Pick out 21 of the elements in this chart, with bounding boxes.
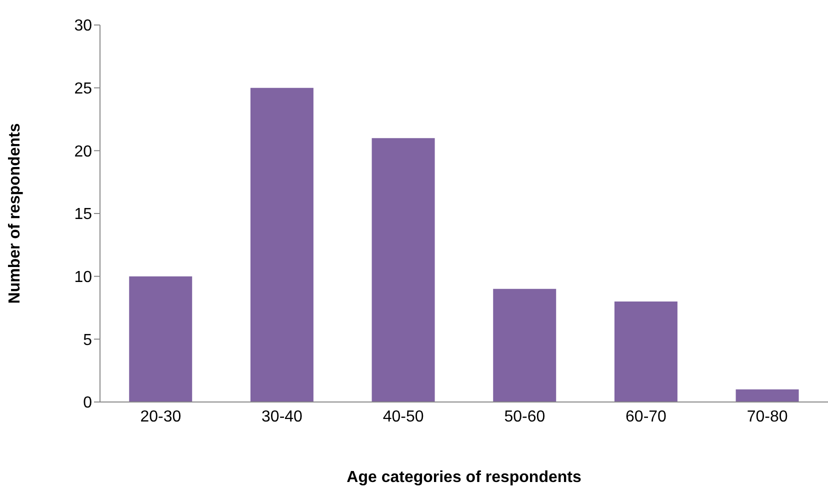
bar [372, 138, 435, 402]
y-tick-label: 0 [83, 394, 92, 412]
y-tick-label: 25 [74, 80, 92, 98]
y-tick-label: 5 [83, 332, 92, 349]
x-tick-label: 30-40 [262, 408, 303, 426]
bar [614, 301, 678, 402]
x-tick-label: 60-70 [626, 408, 667, 426]
x-tick-label: 50-60 [504, 408, 546, 426]
x-tick-label: 70-80 [746, 408, 788, 426]
bar [250, 88, 314, 402]
y-axis-title: Number of respondents [6, 123, 24, 304]
bar [736, 389, 799, 402]
y-tick-label: 10 [74, 269, 92, 286]
bar [493, 288, 556, 402]
x-tick-label: 40-50 [382, 408, 424, 426]
x-axis-title: Age categories of respondents [346, 469, 582, 486]
y-tick-label: 30 [74, 18, 92, 35]
x-tick-label: 20-30 [140, 408, 182, 426]
y-tick-label: 15 [74, 206, 92, 224]
bar [129, 276, 192, 402]
y-tick-label: 20 [74, 143, 92, 160]
